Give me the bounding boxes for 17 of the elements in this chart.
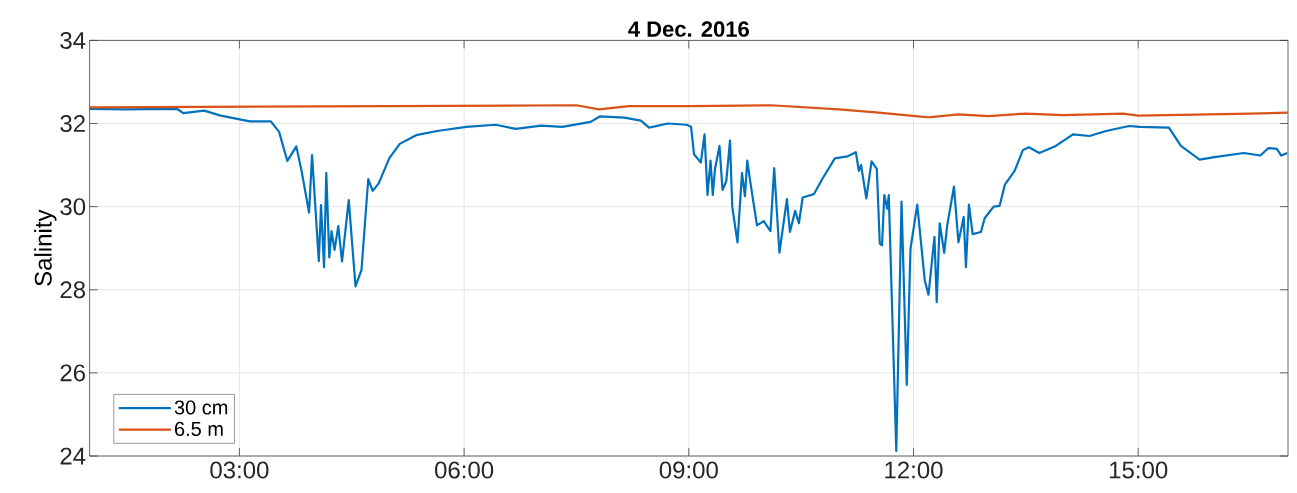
y-tick-label: 30 (60, 198, 86, 216)
line-series (89, 107, 1288, 453)
y-tick-label: 24 (60, 447, 86, 465)
legend-label: 6.5 m (175, 421, 223, 437)
x-tick-label: 09:00 (659, 461, 718, 479)
x-tick-label: 03:00 (210, 461, 269, 479)
chart-title: 4 Dec. 2016 (628, 21, 749, 37)
y-axis-title: Salinity (34, 209, 57, 286)
y-tick-label: 32 (60, 115, 85, 133)
x-tick-label: 06:00 (435, 461, 494, 479)
line-series (89, 104, 1288, 119)
legend-label: 30 cm (174, 400, 228, 415)
y-tick-label: 34 (60, 31, 86, 49)
x-tick-label: 15:00 (1110, 461, 1168, 479)
y-tick-label: 28 (60, 281, 86, 299)
y-tick-label: 26 (60, 364, 86, 382)
x-tick-label: 12:00 (885, 461, 943, 479)
